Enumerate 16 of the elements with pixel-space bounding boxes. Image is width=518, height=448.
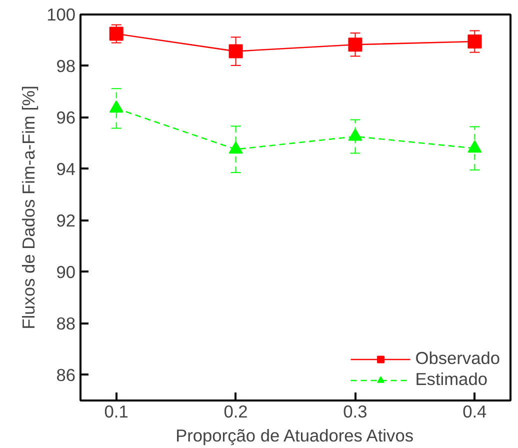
y-tick-label: 98 (56, 56, 76, 76)
y-tick-label: 92 (56, 210, 76, 230)
y-tick-label: 94 (56, 158, 76, 179)
x-tick-label: 0.2 (224, 402, 248, 422)
x-axis-title: Proporção de Atuadores Ativos (176, 426, 414, 446)
x-tick-label: 0.3 (343, 402, 368, 422)
legend-label: Estimado (415, 369, 488, 390)
x-tick-label: 0.1 (104, 402, 128, 422)
legend-label: Observado (415, 348, 500, 369)
y-tick-label: 100 (46, 4, 76, 24)
y-tick-label: 96 (56, 107, 76, 128)
y-tick-label: 86 (56, 364, 76, 385)
y-axis-title: Fluxos de Dados Fim-a-Fim [%] (18, 86, 39, 330)
y-tick-label: 88 (56, 313, 76, 334)
x-tick-label: 0.4 (462, 402, 488, 422)
y-tick-label: 90 (56, 262, 76, 282)
